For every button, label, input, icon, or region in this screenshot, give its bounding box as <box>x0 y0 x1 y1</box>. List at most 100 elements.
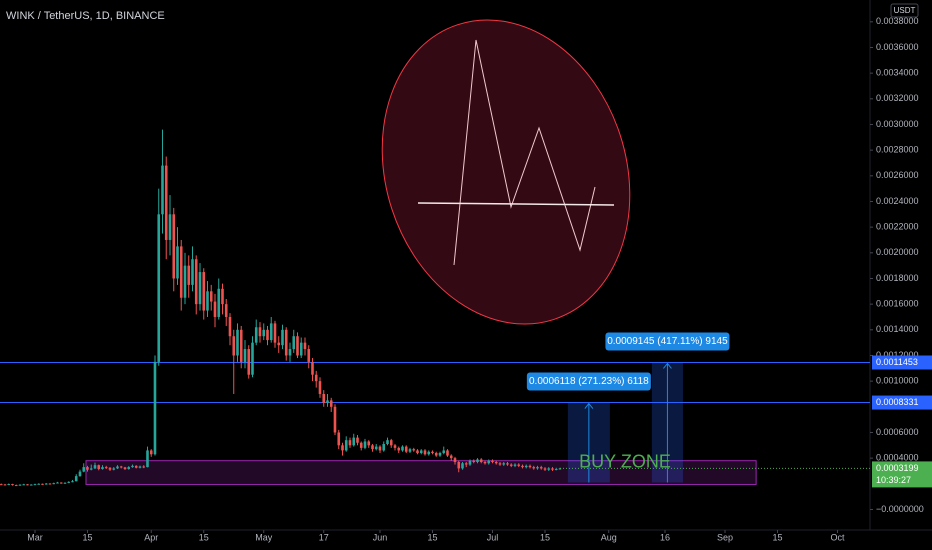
candle-body <box>146 450 149 468</box>
candle-body <box>112 468 116 470</box>
y-tick-label: 0.0020000 <box>876 247 919 257</box>
candle-body <box>311 361 314 375</box>
x-tick-label: 15 <box>82 532 92 542</box>
candle-body <box>11 484 14 486</box>
candle-body <box>449 455 453 459</box>
candle-body <box>374 446 378 450</box>
candle-body <box>303 342 307 350</box>
candle-body <box>183 265 187 298</box>
candle-body <box>367 441 371 446</box>
price-tag <box>872 355 932 370</box>
candle-body <box>513 464 517 466</box>
y-tick-label: 0.0024000 <box>876 196 919 206</box>
y-tick-label: 0.0028000 <box>876 145 919 155</box>
candle-body <box>176 246 179 279</box>
candle-body <box>434 453 438 456</box>
candle-body <box>307 349 311 362</box>
candle-body <box>191 259 194 285</box>
candle-body <box>86 467 89 470</box>
x-tick-label: 15 <box>199 532 209 542</box>
candle-body <box>187 265 191 285</box>
candle-body <box>29 484 33 486</box>
candle-body <box>468 460 472 465</box>
candle-body <box>438 453 442 456</box>
candle-body <box>202 272 206 311</box>
y-tick-label: 0.0034000 <box>876 68 919 78</box>
y-tick-label: 0.0022000 <box>876 222 919 232</box>
candle-body <box>509 464 513 466</box>
candle-body <box>142 466 146 468</box>
candle-body <box>314 374 318 382</box>
candle-body <box>539 467 543 469</box>
y-tick-label: 0.0014000 <box>876 324 919 334</box>
candle-body <box>356 437 359 443</box>
candle-body <box>288 349 292 356</box>
candle-body <box>404 446 408 452</box>
candle-body <box>56 482 59 484</box>
chart-title: WINK / TetherUS, 1D, BINANCE <box>6 10 165 22</box>
candle-body <box>344 440 348 451</box>
candle-body <box>341 445 344 451</box>
candle-body <box>487 460 491 464</box>
candle-body <box>74 476 78 482</box>
candle-body <box>461 463 464 469</box>
buy-zone-label: BUY ZONE <box>579 451 671 471</box>
candle-body <box>472 460 476 462</box>
candle-body <box>247 349 251 375</box>
candle-body <box>423 450 427 455</box>
x-tick-label: Mar <box>27 532 43 542</box>
candle-body <box>457 461 461 469</box>
measure-label: 0.0009145 (417.11%) 9145 <box>607 336 728 347</box>
price-tag-label: 0.0008331 <box>876 397 919 407</box>
candle-body <box>348 440 352 446</box>
candle-body <box>251 342 254 375</box>
candle-body <box>393 445 397 448</box>
y-tick-label: 0.0004000 <box>876 453 919 463</box>
measure-label: 0.0006118 (271.23%) 6118 <box>529 376 649 387</box>
candle-body <box>116 466 119 469</box>
x-tick-label: Sep <box>717 532 733 542</box>
candle-body <box>78 471 82 477</box>
x-tick-label: Jul <box>487 532 499 542</box>
candle-body <box>236 329 239 356</box>
candle-body <box>157 214 161 362</box>
candle-body <box>48 483 52 485</box>
candle-body <box>138 466 142 468</box>
y-tick-label: 0.0030000 <box>876 119 919 129</box>
candle-body <box>179 246 183 298</box>
x-tick-label: Jun <box>373 532 388 542</box>
candle-body <box>427 451 431 455</box>
candle-body <box>386 440 389 445</box>
candle-body <box>333 406 337 433</box>
candle-body <box>517 464 521 466</box>
candle-body <box>82 467 86 472</box>
candle-body <box>22 484 26 486</box>
x-tick-label: 17 <box>319 532 329 542</box>
candle-body <box>431 451 434 454</box>
candle-body <box>14 485 18 487</box>
y-tick-label: 0.0036000 <box>876 42 919 52</box>
last-price-tag <box>872 461 932 488</box>
candle-body <box>536 467 539 469</box>
candle-body <box>258 327 262 337</box>
candle-body <box>464 463 468 465</box>
price-tag-label: 0.0011453 <box>876 357 918 367</box>
candle-body <box>551 468 554 470</box>
candle-body <box>93 465 97 469</box>
candle-body <box>239 329 243 362</box>
candle-body <box>127 467 131 470</box>
candle-body <box>543 468 547 470</box>
candle-body <box>134 465 138 468</box>
candle-body <box>318 381 322 394</box>
candle-body <box>453 458 457 462</box>
candle-body <box>209 291 213 302</box>
y-tick-label: 0.0032000 <box>876 93 919 103</box>
y-tick-label: 0.0016000 <box>876 299 919 309</box>
candle-body <box>479 459 483 462</box>
candle-body <box>491 460 494 462</box>
candle-body <box>104 467 108 469</box>
candle-body <box>521 465 524 468</box>
ellipse-drawing <box>381 19 631 325</box>
